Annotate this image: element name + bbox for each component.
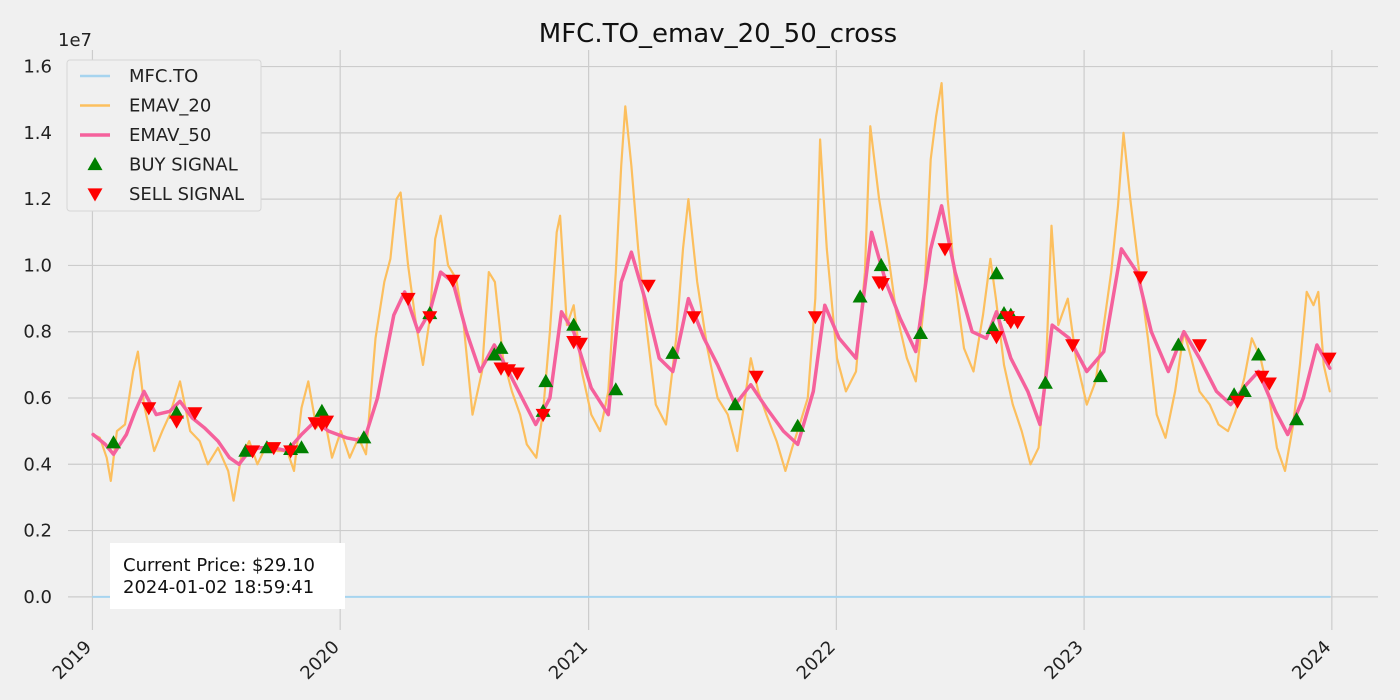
buy-signal-marker — [538, 373, 554, 388]
buy-signal-marker — [852, 289, 868, 303]
sell-signal-marker — [169, 415, 185, 429]
sell-signal-marker — [748, 370, 764, 384]
y-tick-label: 0.0 — [23, 587, 52, 608]
buy-signal-marker — [873, 257, 889, 272]
legend-label: EMAV_20 — [129, 96, 211, 117]
y-tick-label: 1.2 — [23, 189, 52, 210]
current-price-box: Current Price: $29.10 2024-01-02 18:59:4… — [110, 543, 345, 609]
sell-signal-marker — [1192, 339, 1207, 353]
buy-signal-marker — [566, 317, 582, 331]
buy-signal-marker — [106, 435, 121, 449]
y-axis: 0.0 0.2 0.4 0.6 0.8 1.0 1.2 1.4 1.6 — [23, 57, 52, 608]
legend-box — [66, 59, 262, 212]
buy-signal-marker — [1092, 369, 1108, 383]
buy-signal-marker — [1170, 337, 1186, 351]
buy-signal-marker — [1251, 347, 1266, 361]
sell-signal-marker — [807, 311, 823, 325]
buy-signal-marker — [356, 430, 372, 444]
buy-signal-marker — [1289, 412, 1304, 426]
sell-signal-marker — [640, 279, 656, 293]
legend-label: SELL SIGNAL — [129, 184, 244, 205]
sell-signal-marker — [535, 408, 551, 423]
sell-signal-marker — [1132, 271, 1148, 285]
buy-signal-marker — [989, 266, 1004, 280]
y-tick-label: 0.6 — [23, 388, 52, 409]
sell-signal-marker — [509, 367, 525, 381]
legend-label: BUY SIGNAL — [129, 155, 238, 176]
sell-signal-marker — [1261, 377, 1277, 391]
y-tick-label: 1.6 — [23, 57, 52, 78]
sell-signal-marker — [283, 445, 299, 459]
buy-signal-marker — [727, 397, 743, 411]
sell-signal-marker — [445, 274, 461, 288]
buy-signal-marker — [1236, 383, 1252, 397]
gridlines — [68, 50, 1378, 630]
buy-signal-marker — [790, 418, 806, 432]
buy-signal-marker — [238, 443, 254, 457]
sell-signal-marker — [266, 442, 282, 456]
chart-title: MFC.TO_emav_20_50_cross — [539, 19, 897, 49]
legend-swatch-sell — [87, 188, 103, 202]
buy-signal-marker — [985, 320, 1001, 334]
sell-signal-marker — [501, 364, 516, 378]
y-tick-label: 1.4 — [23, 123, 52, 144]
signal-markers — [106, 243, 1337, 459]
buy-signal-marker — [493, 340, 509, 354]
sell-signal-marker — [875, 278, 890, 292]
sell-signal-marker — [1010, 316, 1026, 330]
sell-signal-marker — [245, 445, 261, 459]
buy-signal-marker — [608, 382, 624, 396]
sell-signal-marker — [187, 407, 203, 421]
current-price-box-bg — [110, 543, 345, 609]
y-tick-label: 0.4 — [23, 454, 52, 475]
sell-signal-marker — [573, 337, 588, 351]
legend: MFC.TO EMAV_20 EMAV_50 BUY SIGNAL SELL SIGNA… — [66, 59, 262, 212]
legend-swatch-buy — [87, 157, 103, 171]
sell-signal-marker — [989, 331, 1004, 345]
series-line-emav-20 — [92, 82, 1331, 502]
sell-signal-marker — [422, 311, 438, 325]
sell-signal-marker — [1065, 339, 1081, 353]
sell-signal-marker — [400, 292, 416, 307]
sell-signal-marker — [937, 243, 953, 257]
legend-label: EMAV_50 — [129, 125, 211, 146]
sell-signal-marker — [319, 415, 335, 429]
current-price-label: Current Price: $29.10 — [123, 555, 315, 576]
y-tick-label: 0.8 — [23, 322, 52, 343]
buy-signal-marker — [665, 345, 681, 359]
legend-label: MFC.TO — [129, 66, 198, 87]
sell-signal-marker — [1321, 352, 1337, 366]
buy-signal-marker — [169, 405, 185, 419]
current-price-timestamp: 2024-01-02 18:59:41 — [123, 577, 314, 598]
buy-signal-marker — [913, 325, 928, 339]
y-tick-label: 1.0 — [23, 255, 52, 276]
sell-signal-marker — [1230, 395, 1245, 409]
sell-signal-marker — [686, 311, 702, 325]
buy-signal-marker — [314, 403, 330, 417]
buy-signal-marker — [1037, 375, 1053, 389]
y-tick-label: 0.2 — [23, 521, 52, 542]
buy-signal-marker — [294, 440, 309, 454]
y-axis-multiplier: 1e7 — [58, 30, 92, 51]
buy-signal-marker — [486, 347, 502, 361]
sell-signal-marker — [141, 402, 157, 416]
sell-signal-marker — [1254, 370, 1270, 384]
buy-signal-marker — [259, 440, 275, 454]
